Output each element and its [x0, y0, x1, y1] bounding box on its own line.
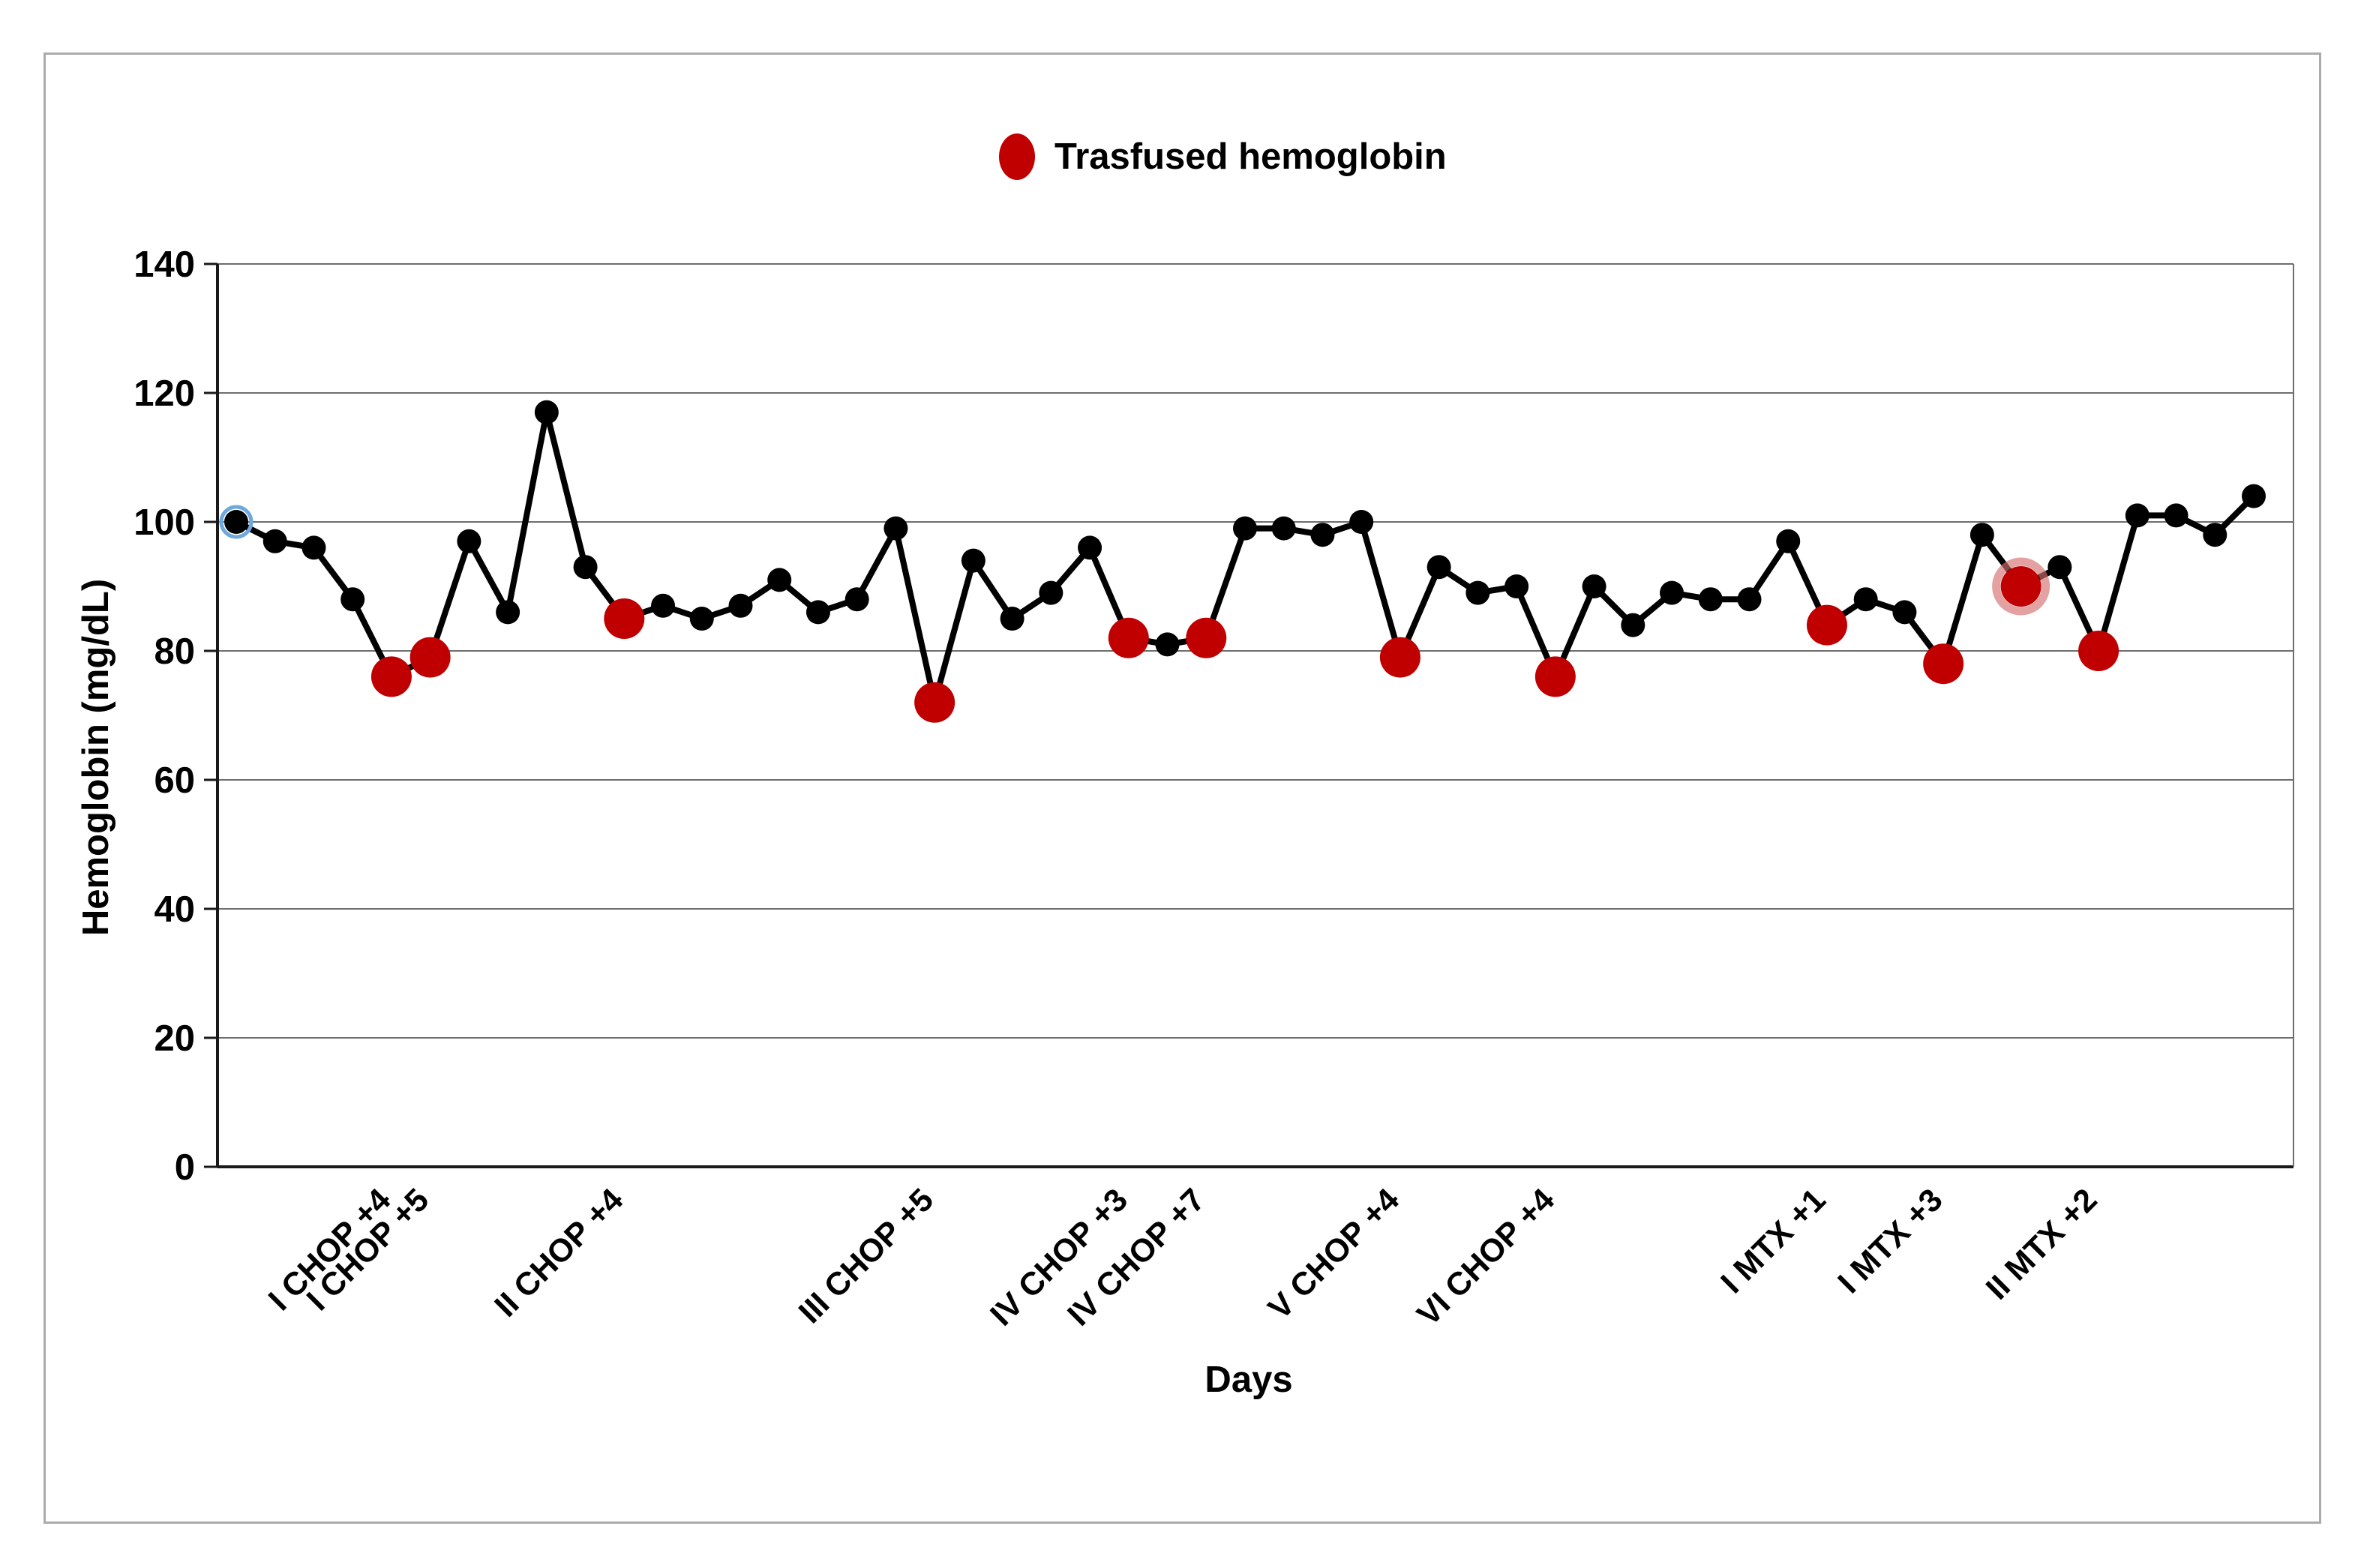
data-point[interactable]	[1737, 587, 1762, 612]
chart-frame	[44, 52, 2321, 1524]
data-point[interactable]	[1271, 516, 1296, 541]
data-point[interactable]	[1466, 580, 1490, 605]
data-point[interactable]	[1853, 587, 1878, 612]
data-point[interactable]	[884, 516, 908, 541]
transfused-data-point[interactable]	[604, 598, 645, 639]
data-point[interactable]	[1660, 580, 1684, 605]
transfused-data-point[interactable]	[370, 656, 412, 697]
data-point[interactable]	[1582, 574, 1606, 598]
data-point[interactable]	[1155, 632, 1180, 657]
data-point[interactable]	[961, 548, 986, 573]
transfused-marker-icon	[999, 133, 1035, 180]
data-point[interactable]	[1349, 510, 1374, 534]
y-tick-label: 140	[134, 244, 195, 285]
y-tick-label: 0	[175, 1147, 195, 1188]
data-point[interactable]	[302, 535, 326, 560]
x-axis-title: Days	[1204, 1360, 1293, 1400]
transfused-data-point[interactable]	[2000, 566, 2042, 607]
data-point[interactable]	[806, 600, 830, 625]
data-point[interactable]	[1000, 607, 1024, 631]
data-point[interactable]	[2125, 503, 2150, 528]
selected-point-ring	[219, 505, 254, 539]
data-point[interactable]	[1776, 529, 1801, 553]
transfused-data-point[interactable]	[1923, 643, 1964, 685]
highlight-halo-ring	[1992, 557, 2050, 616]
y-tick-label: 20	[154, 1018, 195, 1059]
data-point[interactable]	[2203, 523, 2228, 547]
legend-label: Trasfused hemoglobin	[1054, 136, 1447, 177]
y-axis-title: Hemoglobin (mg/dL)	[76, 578, 116, 937]
data-point[interactable]	[224, 510, 248, 534]
data-point[interactable]	[1078, 535, 1102, 560]
transfused-data-point[interactable]	[1379, 637, 1420, 678]
data-point[interactable]	[340, 587, 365, 612]
transfused-data-point[interactable]	[1108, 617, 1149, 658]
data-point[interactable]	[457, 529, 482, 553]
transfused-data-point[interactable]	[1806, 604, 1847, 646]
data-point[interactable]	[2164, 503, 2188, 528]
data-point[interactable]	[844, 587, 869, 612]
y-tick-label: 80	[154, 631, 195, 672]
transfused-data-point[interactable]	[410, 637, 451, 678]
data-point[interactable]	[1233, 516, 1257, 541]
data-point[interactable]	[689, 607, 714, 631]
data-point[interactable]	[496, 600, 520, 625]
data-point[interactable]	[262, 529, 287, 553]
data-point[interactable]	[1426, 555, 1451, 580]
legend: Trasfused hemoglobin	[999, 133, 1447, 180]
data-point[interactable]	[728, 593, 753, 618]
data-point[interactable]	[1698, 587, 1723, 612]
data-point[interactable]	[767, 568, 792, 592]
y-tick-label: 100	[134, 502, 195, 543]
data-point[interactable]	[2242, 484, 2266, 508]
y-tick-label: 120	[134, 373, 195, 414]
transfused-data-point[interactable]	[1186, 617, 1227, 658]
y-tick-label: 40	[154, 889, 195, 930]
data-point[interactable]	[1621, 613, 1646, 637]
data-point[interactable]	[1970, 523, 1994, 547]
data-point[interactable]	[1504, 574, 1529, 598]
data-point[interactable]	[573, 555, 598, 580]
data-point[interactable]	[2048, 555, 2072, 580]
data-point[interactable]	[534, 400, 559, 424]
transfused-data-point[interactable]	[2078, 631, 2120, 671]
data-point[interactable]	[1892, 600, 1917, 625]
data-point[interactable]	[1310, 523, 1335, 547]
transfused-data-point[interactable]	[914, 682, 956, 723]
y-tick-label: 60	[154, 760, 195, 801]
data-point[interactable]	[1039, 580, 1064, 605]
transfused-data-point[interactable]	[1534, 656, 1576, 697]
data-point[interactable]	[651, 593, 676, 618]
